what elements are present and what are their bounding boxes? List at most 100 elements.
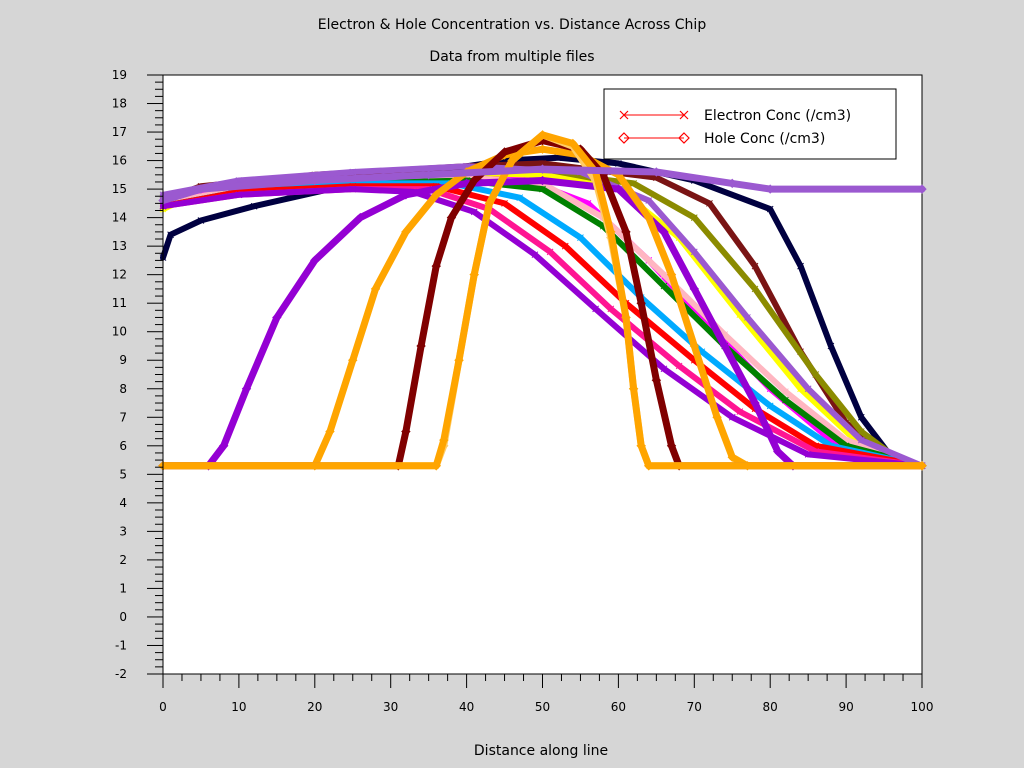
series-hole-13-point-4 — [370, 284, 381, 294]
series-hole-12-point-12 — [689, 284, 700, 294]
series-electron-1-point-7 — [751, 262, 759, 270]
series-hole-16-point-7 — [537, 130, 548, 140]
series-hole-16-point-8 — [568, 138, 578, 149]
series-electron-2-point-6 — [690, 214, 698, 221]
series-electron-0-point-8 — [615, 160, 622, 167]
series-electron-7-point-5 — [577, 234, 584, 241]
x-tick-label-9: 90 — [838, 700, 853, 714]
series-hole-17-point-6 — [727, 178, 737, 189]
series-hole-12-point-13 — [719, 341, 730, 351]
series-hole-17-point-5 — [651, 167, 662, 177]
series-hole-16-point-4 — [469, 269, 479, 280]
y-tick-label-3: 1 — [119, 581, 127, 595]
series-hole-12-point-4 — [272, 312, 282, 323]
series-electron-0-point-13 — [857, 413, 865, 421]
series-hole-17-point-3 — [423, 170, 434, 180]
series-hole-17-point-8 — [917, 184, 927, 194]
series-hole-16-point-11 — [621, 312, 631, 323]
series-electron-7-point-8 — [766, 402, 774, 410]
y-tick-label-19: 17 — [112, 125, 127, 139]
series-electron-5-point-8 — [782, 388, 789, 395]
series-hole-17-point-4 — [537, 164, 548, 174]
series-hole-12-point-14 — [750, 398, 760, 408]
y-tick-label-2: 0 — [119, 610, 127, 624]
series-hole-14 — [159, 137, 926, 470]
series-hole-13-point-3 — [348, 355, 358, 365]
x-axis-label: Distance along line — [474, 743, 608, 759]
series-layer — [158, 130, 927, 471]
series-electron-10-point-5 — [531, 251, 539, 259]
y-tick-label-0: -2 — [115, 667, 127, 681]
series-hole-13-point-6 — [431, 190, 441, 200]
series-electron-11-point-9 — [857, 436, 865, 444]
series-electron-1-point-6 — [706, 200, 713, 207]
series-electron-8-point-5 — [561, 242, 569, 250]
series-electron-0-point-1 — [167, 231, 174, 239]
y-tick-label-20: 18 — [112, 97, 127, 111]
series-electron-10-point-6 — [592, 305, 599, 313]
series-hole-16-point-1 — [431, 461, 441, 471]
series-hole-17-point-2 — [310, 175, 320, 186]
y-tick-label-6: 4 — [119, 496, 127, 510]
series-hole-12-point-3 — [241, 384, 252, 394]
series-hole-14-point-7 — [499, 147, 510, 157]
series-electron-10-point-9 — [804, 451, 812, 458]
series-electron-0-point-11 — [797, 262, 804, 270]
series-hole-12-point-15 — [773, 446, 783, 457]
series-hole-12-point-11 — [659, 227, 669, 237]
series-electron-9-point-5 — [546, 248, 554, 256]
series-hole-14-point-14 — [666, 441, 677, 451]
series-hole-14-point-2 — [401, 426, 411, 437]
x-tick-label-5: 50 — [535, 700, 550, 714]
legend-electron-label: Electron Conc (/cm3) — [704, 108, 851, 124]
series-hole-13-point-16 — [727, 452, 737, 462]
series-electron-5-point-6 — [660, 271, 668, 279]
series-hole-13-point-12 — [644, 212, 654, 223]
series-electron-2-point-9 — [857, 428, 865, 435]
series-hole-12-point-9 — [537, 175, 548, 186]
x-tick-label-10: 100 — [911, 700, 934, 714]
series-hole-13-point-15 — [712, 412, 722, 422]
y-tick-label-21: 19 — [112, 68, 127, 82]
series-electron-7-point-4 — [516, 194, 524, 202]
y-tick-label-1: -1 — [115, 638, 127, 652]
series-electron-6-point-6 — [660, 282, 668, 290]
series-electron-6-point-4 — [539, 185, 546, 193]
series-electron-0-point-2 — [197, 217, 205, 224]
y-tick-label-18: 16 — [112, 154, 127, 168]
series-hole-13-point-2 — [325, 426, 335, 437]
series-electron-9-point-6 — [607, 305, 615, 313]
series-hole-13-point-9 — [537, 144, 548, 154]
series-hole-17 — [159, 165, 926, 204]
series-hole-14-point-3 — [416, 341, 426, 351]
series-electron-11-point-7 — [744, 314, 751, 321]
series-electron-8-point-4 — [501, 200, 508, 207]
series-hole-12-point-2 — [219, 441, 229, 451]
series-electron-6-point-8 — [782, 396, 789, 404]
chart-title: Electron & Hole Concentration vs. Distan… — [318, 17, 707, 33]
y-tick-label-10: 8 — [119, 382, 127, 396]
legend: Electron Conc (/cm3) Hole Conc (/cm3) — [603, 88, 897, 160]
series-hole-14-point-5 — [446, 212, 457, 223]
series-hole-14-point-12 — [636, 298, 646, 308]
series-hole-16 — [159, 131, 926, 470]
series-hole-12-point-6 — [355, 212, 366, 223]
y-tick-label-12: 10 — [112, 325, 127, 339]
series-hole-14-point-4 — [431, 261, 441, 271]
series-electron-10-point-7 — [660, 365, 668, 373]
series-hole-17-point-1 — [196, 184, 206, 194]
series-hole-14-point-13 — [651, 375, 662, 385]
x-tick-label-0: 0 — [159, 700, 167, 714]
y-tick-label-4: 2 — [119, 553, 127, 567]
series-electron-1-point-4 — [539, 160, 546, 167]
x-tick-label-8: 80 — [763, 700, 778, 714]
x-tick-label-1: 10 — [231, 700, 246, 714]
series-electron-10-point-2 — [349, 185, 357, 193]
y-tick-label-17: 15 — [112, 182, 127, 196]
x-tick-label-2: 20 — [307, 700, 322, 714]
series-electron-11-point-8 — [804, 385, 812, 393]
series-hole-16-point-6 — [507, 155, 517, 166]
y-tick-label-7: 5 — [119, 467, 127, 481]
legend-electron-marker-x-icon — [619, 110, 689, 120]
